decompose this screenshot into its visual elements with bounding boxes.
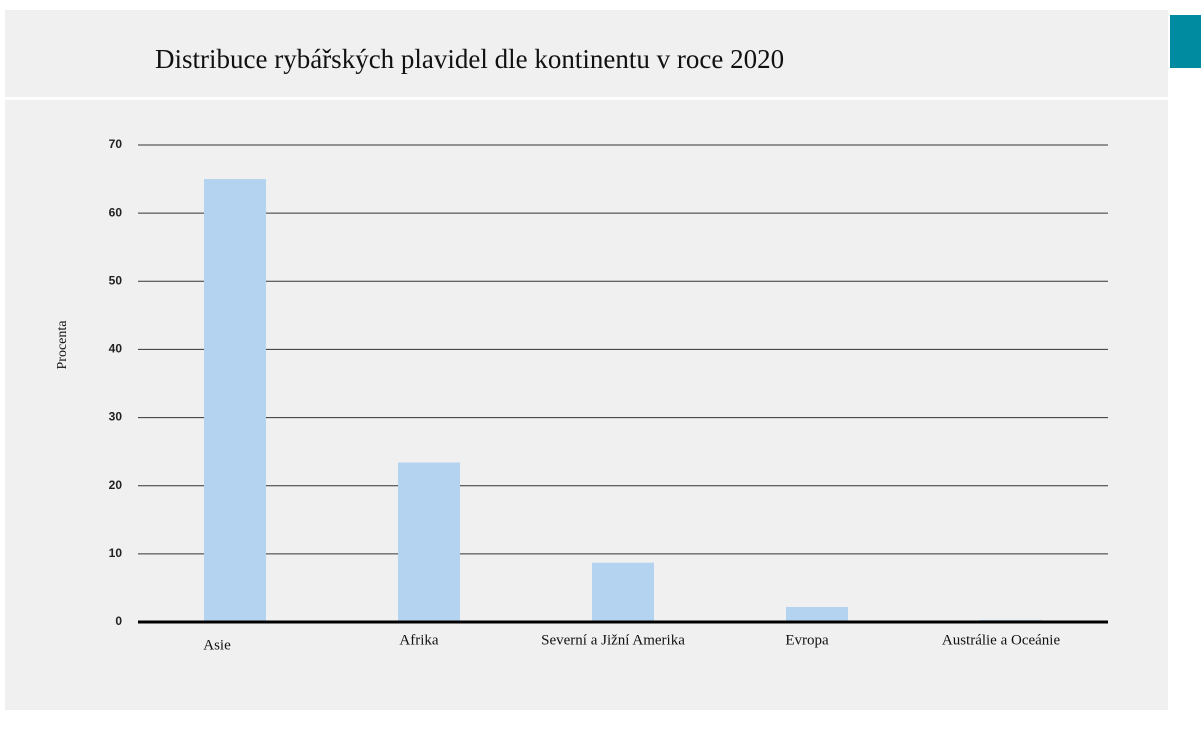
y-tick-label: 20 [109, 478, 123, 492]
y-tick-label: 0 [115, 614, 122, 628]
y-tick-label: 50 [109, 273, 123, 287]
x-tick-label: Asie [203, 637, 231, 653]
y-tick-label: 60 [109, 205, 123, 219]
side-tab[interactable] [1170, 15, 1201, 68]
bar [398, 462, 460, 622]
x-tick-label: Severní a Jižní Amerika [541, 632, 685, 648]
header-panel [5, 10, 1168, 97]
y-tick-label: 30 [109, 410, 123, 424]
y-axis-label: Procenta [55, 320, 70, 370]
x-tick-label: Austrálie a Oceánie [942, 632, 1061, 648]
x-tick-label: Evropa [785, 632, 829, 648]
bar [592, 562, 654, 622]
chart-panel [5, 100, 1168, 710]
bar [204, 179, 266, 623]
y-tick-label: 10 [109, 546, 123, 560]
y-tick-label: 40 [109, 342, 123, 356]
y-tick-label: 70 [109, 137, 123, 151]
x-tick-label: Afrika [399, 632, 438, 648]
chart-title: Distribuce rybářských plavidel dle konti… [155, 44, 784, 74]
bar [786, 607, 848, 622]
